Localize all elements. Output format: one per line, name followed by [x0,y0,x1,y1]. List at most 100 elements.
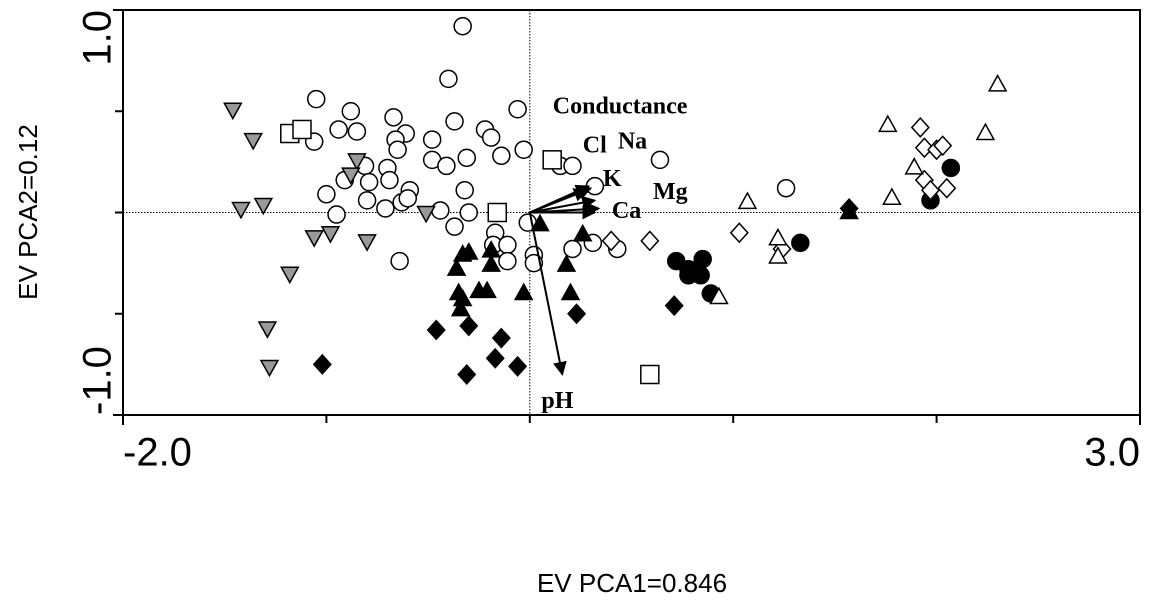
point [487,202,508,223]
point [514,140,533,159]
y-tick-label: 1.0 [76,10,120,66]
point [317,185,336,204]
point [508,99,527,119]
point [791,233,810,253]
point [457,364,477,385]
point [459,315,479,337]
point [341,167,361,185]
point [729,222,749,244]
point [459,242,479,260]
point [257,321,278,339]
point [376,199,395,218]
loading-label: Ca [612,198,641,224]
point [530,213,550,232]
loading-arrow [529,186,593,214]
point [709,286,729,305]
point [357,191,377,210]
loading-arrow [528,212,567,376]
point [975,122,996,141]
point [492,146,511,166]
point [914,137,934,159]
point [679,266,698,285]
point [347,122,367,141]
point [920,179,941,201]
point [292,119,312,140]
point [904,157,925,175]
y-tick-label: -1.0 [76,346,120,415]
point [380,170,399,190]
point [776,178,796,198]
point [446,258,467,276]
point [933,135,953,157]
point [223,102,243,121]
point [455,180,474,200]
point [304,230,324,248]
point [347,153,367,171]
point [388,140,407,159]
point [498,235,517,255]
point [910,116,930,138]
point [481,128,501,147]
point [768,246,788,264]
point [422,130,442,149]
point [572,223,593,242]
point [431,201,450,220]
point [450,298,471,317]
point [416,205,436,224]
loading-label: Mg [653,179,688,205]
point [491,327,511,349]
loading-label: K [603,166,622,192]
point [513,282,534,301]
point [485,347,505,369]
loading-arrow [529,195,597,214]
point [878,114,898,133]
point [459,203,479,222]
point [453,16,472,36]
point [585,176,605,196]
point [390,251,409,271]
point [469,280,489,299]
point [640,364,660,385]
point [563,156,582,176]
point [498,251,517,271]
point [445,217,464,236]
x-axis-title: EV PCA1=0.846 [537,568,727,598]
point [439,69,458,89]
point [508,355,528,377]
point [359,172,379,192]
x-tick-label: 3.0 [1084,431,1140,475]
point [341,102,361,121]
point [560,282,581,301]
point [357,234,377,252]
loading-label: Cl [583,133,607,159]
point [384,108,403,127]
point [563,239,582,259]
point [398,189,418,208]
x-tick-label: -2.0 [123,431,192,475]
point [253,197,274,216]
point [426,319,446,341]
point [737,191,758,210]
point [640,230,660,252]
point [243,132,263,151]
point [937,177,957,199]
point [768,227,788,246]
point [481,254,501,272]
loading-label: Na [618,129,647,155]
point [437,156,456,176]
point [457,148,476,168]
point [320,226,341,244]
point [693,249,712,269]
point [312,353,332,375]
point [650,150,670,170]
point [987,74,1008,92]
point [882,187,902,206]
point [839,197,859,219]
point [556,254,577,272]
point [664,295,684,317]
point [327,205,346,224]
point [941,158,961,178]
point [601,230,621,252]
point [231,201,251,220]
